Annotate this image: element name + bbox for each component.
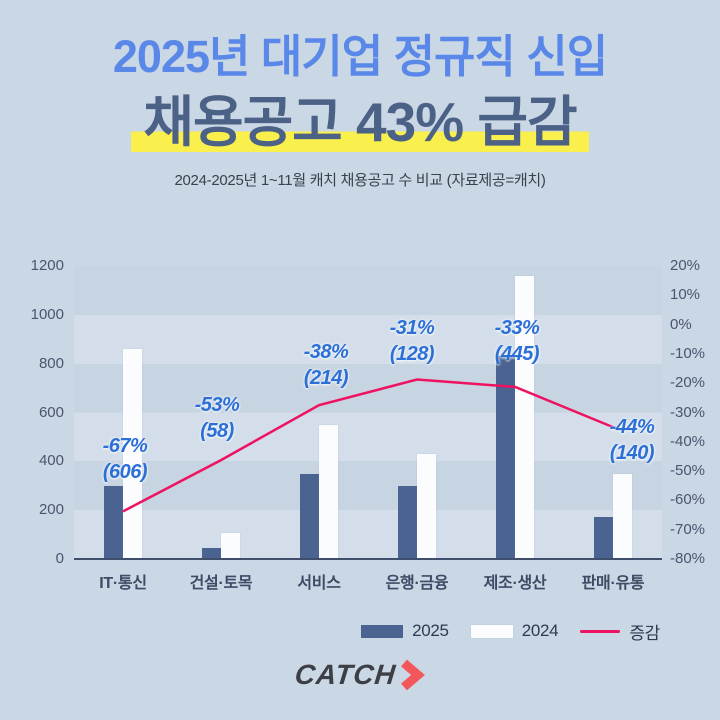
legend-item-2025: 2025 (361, 621, 449, 641)
y2-axis-tick-label: -80% (670, 550, 706, 567)
annotation-percent: -53% (194, 394, 240, 416)
bar-2024 (221, 533, 240, 559)
y2-axis-tick-label: -20% (670, 374, 706, 392)
catch-logo-arrow-icon (401, 659, 425, 691)
y2-axis-tick-label: -70% (670, 520, 706, 538)
bar-2025 (104, 485, 123, 559)
bar-2024 (417, 454, 436, 559)
title-line-2-wrap: 채용공고 43% 급감 (0, 92, 720, 152)
y2-axis-tick-label: 0% (670, 315, 692, 333)
change-annotation: -38% (214) (304, 339, 349, 391)
bar-2025 (496, 356, 515, 559)
bar-2025 (202, 548, 221, 559)
legend-line-swatch (580, 629, 621, 633)
change-annotation: -33% (445) (495, 315, 540, 367)
y-axis-tick-label: 600 (38, 403, 64, 421)
x-axis-category-label: 서비스 (297, 575, 341, 592)
y2-axis-tick-label: -50% (670, 462, 706, 480)
legend-label: 증감 (629, 623, 660, 643)
plot-stripe (74, 412, 662, 462)
plot-stripe (74, 266, 662, 315)
x-axis-category-label: 건설·토목 (189, 575, 253, 592)
legend-item-증감: 증감 (580, 619, 660, 644)
legend-label: 2024 (521, 621, 559, 640)
annotation-percent: -67% (102, 435, 148, 457)
title-line-1: 2025년 대기업 정규직 신입 (112, 31, 608, 82)
bar-2025 (398, 485, 417, 559)
y2-axis-tick-label: -40% (670, 432, 706, 450)
y-axis-tick-label: 0 (55, 550, 64, 567)
x-axis-category-label: 은행·금융 (385, 575, 449, 592)
annotation-count: (606) (102, 461, 148, 483)
plot-stripe (74, 510, 662, 559)
x-axis-category-label: 판매·유통 (581, 575, 645, 592)
bar-2024 (319, 424, 338, 559)
title-line-2-highlighted: 채용공고 43% 급감 (131, 92, 589, 152)
plot-stripe (74, 363, 662, 413)
annotation-percent: -33% (494, 317, 540, 339)
y2-axis-tick-label: -30% (670, 403, 706, 421)
change-annotation: -31% (128) (390, 315, 435, 367)
y2-axis-tick-label: -60% (670, 491, 706, 509)
plot-stripe (74, 461, 662, 511)
catch-logo: CATCH (0, 659, 720, 691)
annotation-count: (128) (389, 343, 435, 365)
change-annotation: -53% (58) (195, 392, 240, 444)
annotation-percent: -31% (389, 317, 435, 339)
annotation-count: (214) (303, 367, 349, 389)
y-axis-tick-label: 200 (38, 501, 64, 519)
y2-axis-tick-label: 20% (670, 257, 701, 274)
legend-color-swatch (361, 624, 404, 638)
annotation-percent: -44% (609, 416, 655, 438)
y-axis-tick-label: 800 (38, 354, 64, 372)
legend-color-swatch (470, 624, 513, 638)
annotation-count: (140) (609, 442, 655, 464)
bar-2025 (594, 517, 613, 559)
annotation-count: (58) (200, 420, 234, 442)
y-axis-tick-label: 1000 (30, 305, 64, 323)
annotation-count: (445) (494, 343, 540, 365)
plot-stripe (74, 314, 662, 364)
catch-logo-text: CATCH (293, 659, 398, 690)
change-annotation: -44% (140) (610, 414, 655, 466)
legend-item-2024: 2024 (470, 621, 559, 641)
y2-axis-tick-label: -10% (670, 344, 706, 362)
bar-2025 (300, 473, 319, 559)
y-axis-tick-label: 400 (38, 452, 64, 470)
legend-label: 2025 (412, 621, 449, 640)
change-annotation: -67% (606) (103, 433, 148, 485)
annotation-percent: -38% (303, 341, 349, 363)
x-axis-category-label: IT·통신 (99, 575, 147, 592)
y-axis-tick-label: 1200 (30, 257, 64, 274)
chart-legend: 2025 2024 증감 (361, 619, 660, 644)
x-axis-line (74, 558, 662, 560)
bar-2024 (613, 473, 632, 559)
chart-subtitle: 2024-2025년 1~11월 캐치 채용공고 수 비교 (자료제공=캐치) (174, 172, 546, 189)
x-axis-category-label: 제조·생산 (483, 575, 547, 592)
y2-axis-tick-label: 10% (670, 286, 701, 304)
